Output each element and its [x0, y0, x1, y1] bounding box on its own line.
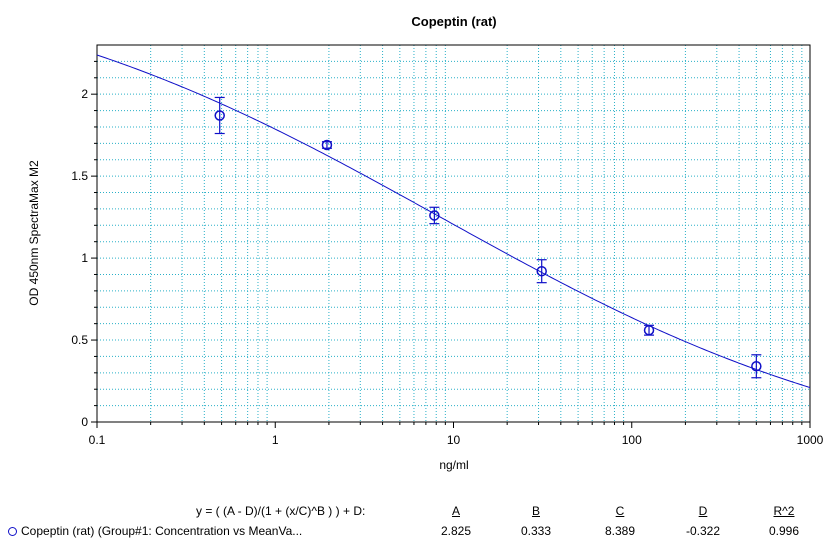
fit-curve-group: [96, 54, 811, 389]
x-tick-label: 0.1: [89, 433, 106, 447]
data-point: [321, 139, 333, 151]
y-tick-label: 2: [81, 87, 88, 101]
y-tick-label: 1: [81, 251, 88, 265]
x-tick-label: 10: [447, 433, 461, 447]
chart-title: Copeptin (rat): [411, 14, 496, 29]
y-tick-label: 0.5: [71, 333, 88, 347]
x-tick-label: 100: [622, 433, 642, 447]
x-tick-label: 1: [272, 433, 279, 447]
data-point: [429, 210, 440, 221]
y-tick-label: 1.5: [71, 169, 88, 183]
fit-curve: [96, 54, 811, 389]
axis-ticks: 0.1 1 10 100 1000 0 0.5 1 1.5 2: [71, 60, 824, 447]
y-tick-label: 0: [81, 415, 88, 429]
data-point: [536, 265, 547, 277]
data-point: [751, 361, 762, 372]
data-point: [214, 110, 225, 121]
x-tick-label: 1000: [797, 433, 824, 447]
grid-lines: [97, 45, 810, 422]
x-axis-label: ng/ml: [439, 458, 468, 472]
y-axis-label: OD 450nm SpectraMax M2: [27, 160, 41, 306]
data-points: [214, 96, 762, 379]
plot-frame: [96, 44, 811, 423]
data-point: [643, 324, 655, 336]
